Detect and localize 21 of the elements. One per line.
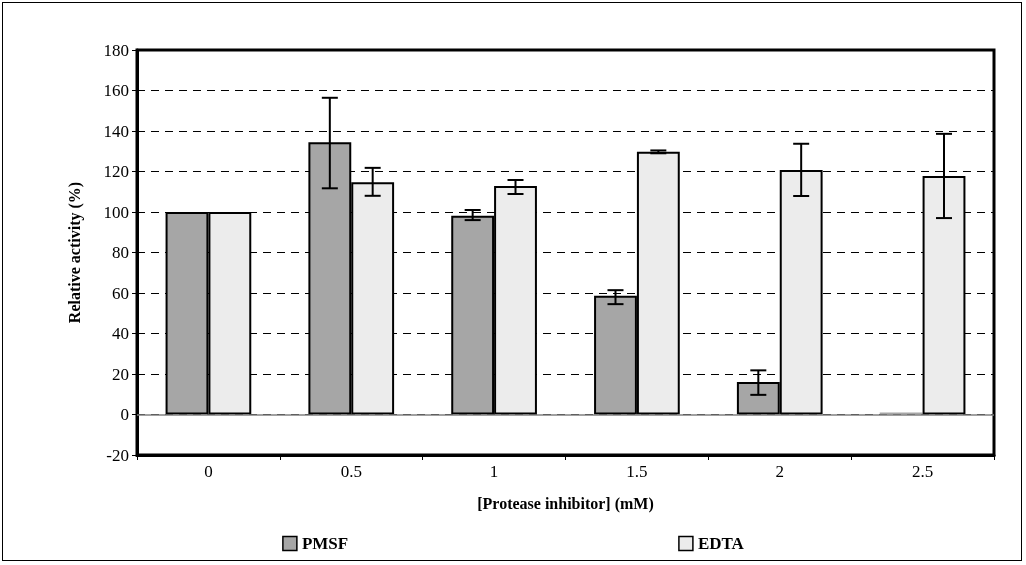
y-tick-label: 100 (103, 202, 129, 222)
x-tick-label: 0 (204, 462, 213, 481)
y-tick-label: 160 (103, 81, 129, 100)
y-tick-label: 120 (103, 162, 129, 181)
y-tick-label: 80 (112, 243, 129, 262)
x-tick-label: 1.5 (626, 462, 648, 481)
y-tick-label: 140 (103, 121, 129, 141)
y-tick-label: -20 (106, 445, 129, 465)
y-tick-label: 180 (103, 40, 129, 60)
x-tick-label: 0.5 (340, 462, 362, 481)
legend-label: PMSF (301, 534, 349, 553)
y-axis-title: Relative activity (%) (65, 181, 84, 324)
y-tick-label: 40 (112, 324, 129, 343)
y-tick-label: 60 (112, 283, 129, 303)
y-tick-label: 0 (120, 405, 129, 424)
y-tick-label: 20 (112, 364, 129, 384)
x-axis-title: [Protease inhibitor] (mM) (477, 494, 654, 513)
x-tick-label: 2 (775, 462, 784, 481)
x-tick-label: 1 (489, 462, 499, 481)
x-tick-label: 2.5 (911, 462, 934, 481)
legend-label: EDTA (697, 534, 745, 553)
